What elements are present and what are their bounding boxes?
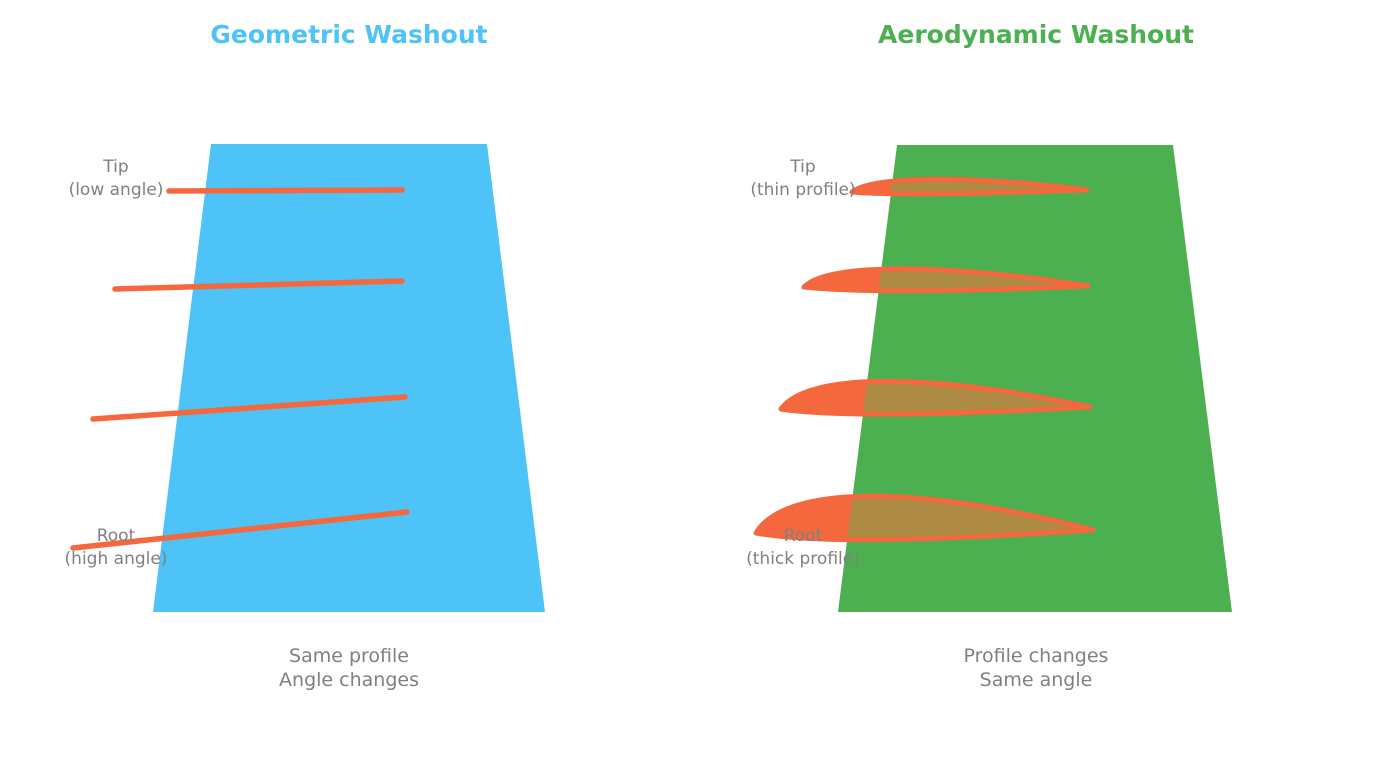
left-tip-label-line1: Tip bbox=[102, 157, 128, 177]
right-caption-line1: Profile changes bbox=[964, 645, 1109, 667]
left-root-label-line2: (high angle) bbox=[65, 549, 168, 569]
left-wing-planform bbox=[153, 144, 545, 612]
right-airfoil-root bbox=[753, 493, 1096, 543]
right-airfoil-tip bbox=[849, 176, 1090, 197]
right-airfoil-mid-lower bbox=[778, 378, 1093, 417]
left-chord-line-root bbox=[70, 509, 410, 551]
airfoil-tip-outline bbox=[849, 176, 1090, 197]
geometric-washout-title: Geometric Washout bbox=[210, 20, 487, 49]
left-caption-line2: Angle changes bbox=[279, 669, 419, 691]
right-root-label-line1: Root bbox=[784, 526, 823, 546]
airfoil-root-outline bbox=[753, 493, 1096, 543]
right-caption-line2: Same angle bbox=[980, 669, 1093, 691]
aerodynamic-washout-title: Aerodynamic Washout bbox=[878, 20, 1194, 49]
right-root-label-line2: (thick profile) bbox=[746, 549, 860, 569]
left-tip-label-line2: (low angle) bbox=[69, 180, 164, 200]
right-tip-label-line2: (thin profile) bbox=[750, 180, 855, 200]
right-airfoil-mid-upper bbox=[801, 266, 1091, 294]
airfoil-mid-lower-outline bbox=[778, 378, 1093, 417]
left-root-label-line1: Root bbox=[97, 526, 136, 546]
left-chord-line-mid-upper bbox=[112, 278, 405, 292]
left-caption-line1: Same profile bbox=[289, 645, 409, 667]
airfoil-mid-upper-outline bbox=[801, 266, 1091, 294]
right-tip-label-line1: Tip bbox=[789, 157, 815, 177]
left-chord-line-tip bbox=[166, 187, 405, 194]
right-wing-planform bbox=[838, 145, 1232, 612]
left-chord-line-mid-lower bbox=[90, 394, 408, 422]
